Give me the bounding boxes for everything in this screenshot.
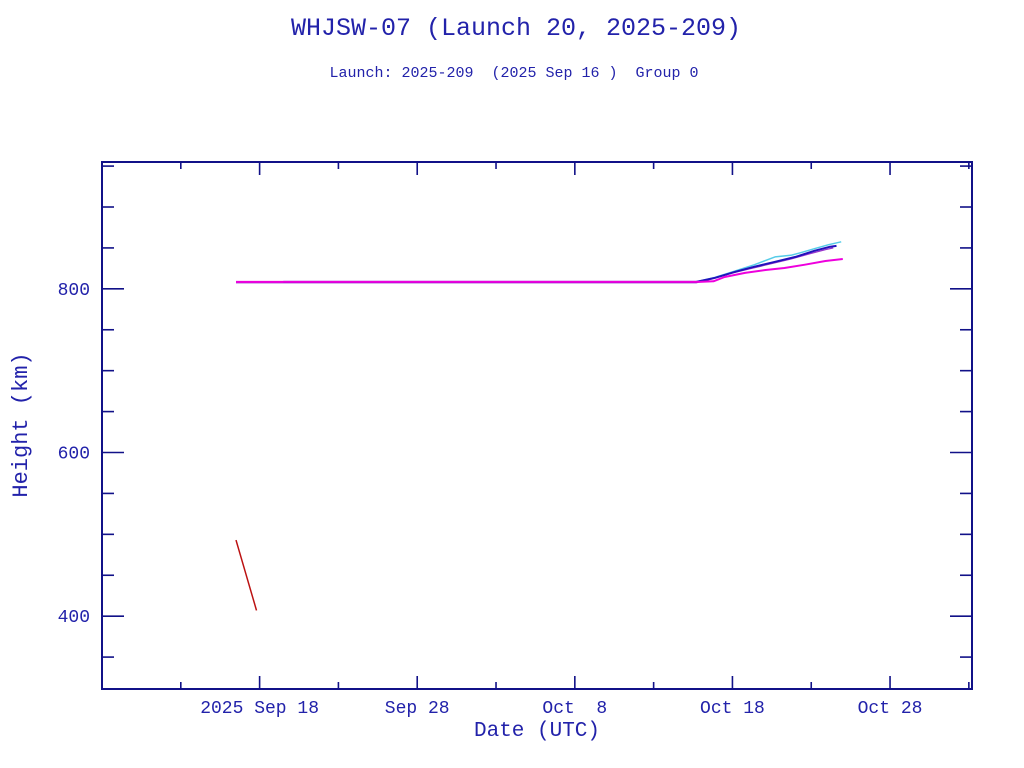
x-tick-label: 2025 Sep 18	[200, 699, 319, 719]
series-line-object-blue	[283, 244, 837, 283]
x-tick-label: Oct 8	[542, 699, 607, 719]
series-line-object-magenta	[236, 258, 843, 283]
series-line-decaying-object-red	[235, 539, 258, 611]
x-tick-label: Oct 28	[858, 699, 923, 719]
chart-subtitle: Launch: 2025-209 (2025 Sep 16 ) Group 0	[329, 65, 699, 82]
series-line-object-cyan	[294, 241, 842, 283]
plot-frame	[101, 161, 973, 690]
x-tick-label: Oct 18	[700, 699, 765, 719]
x-tick-label: Sep 28	[385, 699, 450, 719]
series-line-object-purple	[236, 247, 834, 284]
chart-title: WHJSW-07 (Launch 20, 2025-209)	[290, 14, 742, 43]
y-tick-label: 600	[58, 445, 90, 465]
y-tick-label: 800	[58, 281, 90, 301]
y-tick-label: 400	[58, 608, 90, 628]
x-axis-label: Date (UTC)	[473, 720, 601, 743]
y-axis-label: Height (km)	[9, 352, 34, 498]
